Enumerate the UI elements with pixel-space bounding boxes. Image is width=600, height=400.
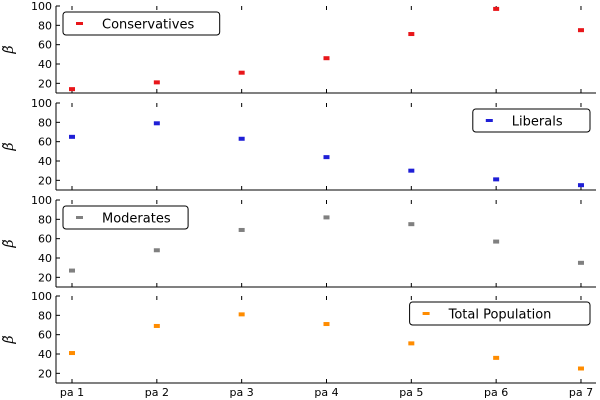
data-point xyxy=(408,341,415,346)
data-point xyxy=(408,32,415,37)
legend-label: Moderates xyxy=(102,212,171,227)
x-tick-label: pa 7 xyxy=(569,386,593,399)
data-point xyxy=(323,215,330,220)
data-point xyxy=(577,260,584,265)
data-point xyxy=(577,28,584,33)
y-tick-label: 60 xyxy=(38,136,52,149)
data-point xyxy=(323,322,330,327)
y-tick-label: 40 xyxy=(38,155,52,168)
data-point xyxy=(69,87,75,92)
data-point xyxy=(493,355,500,360)
legend-marker xyxy=(422,312,430,315)
x-tick-label: pa 6 xyxy=(484,386,508,399)
panel-moderates: 20 40 60 80 100 β̃ Moderates xyxy=(1,194,596,288)
data-point xyxy=(69,134,75,139)
data-point xyxy=(153,323,160,328)
y-tick-label: 40 xyxy=(38,252,52,265)
x-tick-label: pa 5 xyxy=(399,386,423,399)
y-tick-label: 40 xyxy=(38,348,52,361)
data-point xyxy=(69,351,75,356)
y-tick-label: 100 xyxy=(31,0,52,13)
y-axis-label: β̃ xyxy=(1,142,17,151)
legend-box xyxy=(62,11,221,36)
y-axis-label: β̃ xyxy=(1,239,17,248)
data-point xyxy=(408,168,415,173)
x-tick-label: pa 3 xyxy=(230,386,254,399)
x-tick-label: pa 1 xyxy=(60,386,84,399)
y-tick-label: 80 xyxy=(38,213,52,226)
data-point xyxy=(577,366,584,371)
y-tick-label: 100 xyxy=(31,97,52,110)
legend: Conservatives xyxy=(62,11,221,36)
data-point xyxy=(577,183,584,188)
legend-marker xyxy=(76,22,83,25)
y-axis-label: β̃ xyxy=(1,45,17,54)
y-tick-label: 20 xyxy=(38,77,52,90)
y-axis-label: β̃ xyxy=(1,335,17,344)
y-tick-label: 20 xyxy=(38,367,52,380)
data-point xyxy=(238,312,245,317)
data-point xyxy=(238,70,245,75)
y-tick-label: 40 xyxy=(38,58,52,71)
x-tick-label: pa 4 xyxy=(314,386,338,399)
legend-label: Total Population xyxy=(448,308,552,323)
data-point xyxy=(323,56,330,61)
x-tick-label: pa 2 xyxy=(145,386,169,399)
data-point xyxy=(493,6,500,11)
y-tick-label: 60 xyxy=(38,329,52,342)
y-tick-label: 100 xyxy=(31,290,52,303)
y-tick-label: 20 xyxy=(38,174,52,187)
data-point xyxy=(153,80,160,85)
y-tick-label: 20 xyxy=(38,271,52,284)
y-tick-label: 60 xyxy=(38,233,52,246)
data-point xyxy=(408,222,415,227)
legend-box xyxy=(472,108,591,133)
data-point xyxy=(238,227,245,232)
data-point xyxy=(238,136,245,141)
panel-liberals: 20 40 60 80 100 β̃ Liberals xyxy=(1,97,596,191)
y-tick-label: 80 xyxy=(38,116,52,129)
legend-box xyxy=(62,205,189,230)
data-point xyxy=(153,121,160,126)
legend-label: Liberals xyxy=(512,115,563,130)
legend-marker xyxy=(485,119,493,122)
data-point xyxy=(153,248,160,253)
panel-conservatives: 20 40 60 80 100 β̃ Conservatives xyxy=(1,0,596,94)
legend: Liberals xyxy=(472,108,591,133)
legend-label: Conservatives xyxy=(102,18,194,33)
data-point xyxy=(493,239,500,244)
legend: Total Population xyxy=(409,301,591,326)
data-point xyxy=(493,177,500,182)
legend: Moderates xyxy=(62,205,189,230)
y-tick-label: 80 xyxy=(38,19,52,32)
data-point xyxy=(323,155,330,160)
y-tick-label: 60 xyxy=(38,39,52,52)
panel-total-population: 20 40 60 80 100 β̃ Total Population xyxy=(1,290,596,384)
data-point xyxy=(69,268,75,273)
legend-marker xyxy=(76,216,83,219)
y-tick-label: 100 xyxy=(31,194,52,207)
legend-box xyxy=(409,301,591,326)
y-tick-label: 80 xyxy=(38,309,52,322)
